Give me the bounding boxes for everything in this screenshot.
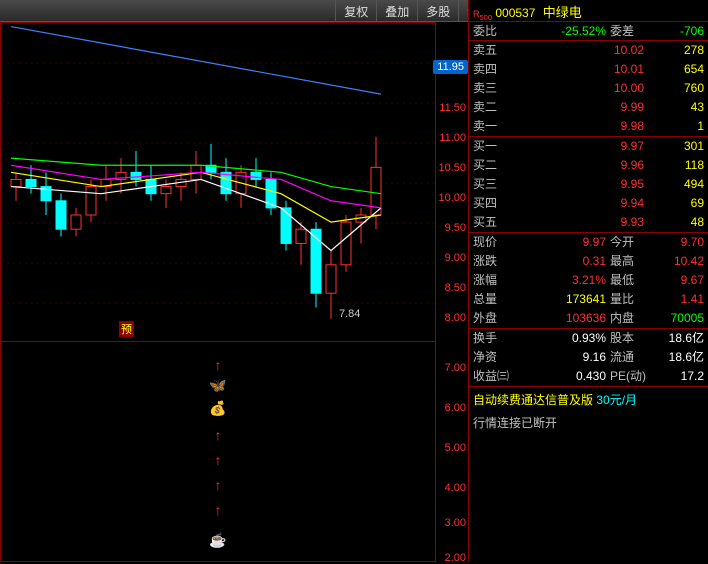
- indicator-icon: 💰: [209, 400, 226, 417]
- indicator-area[interactable]: ↑ 🦋 💰 ↑ ↑ ↑ ↑ ☕: [0, 342, 436, 562]
- orderbook-row: 卖五 10.02 278: [469, 41, 708, 60]
- weicha-label: 委差: [606, 22, 644, 40]
- quote-panel: R500 000537 中绿电 委比 -25.52% 委差 -706 卖五 10…: [468, 0, 708, 562]
- orderbook-row: 买四 9.94 69: [469, 194, 708, 213]
- quote-row: 收益㈢ 0.430 PE(动) 17.2: [469, 367, 708, 386]
- toolbar-复权[interactable]: 复权: [335, 0, 376, 21]
- orderbook-row: 买五 9.93 48: [469, 213, 708, 232]
- indicator-icon: ↑: [215, 452, 222, 468]
- indicator-icon: ↑: [215, 502, 222, 518]
- orderbook-row: 卖四 10.01 654: [469, 60, 708, 79]
- price-tag: 11.95: [433, 60, 468, 74]
- toolbar-叠加[interactable]: 叠加: [376, 0, 417, 21]
- ylabel: 10.00: [438, 192, 466, 204]
- quote-row: 净资 9.16 流通 18.6亿: [469, 348, 708, 367]
- orderbook-row: 卖二 9.99 43: [469, 98, 708, 117]
- quote-row: 总量 173641 量比 1.41: [469, 290, 708, 309]
- ylabel: 11.00: [439, 132, 466, 144]
- quote-row: 换手 0.93% 股本 18.6亿: [469, 329, 708, 348]
- orderbook-row: 买一 9.97 301: [469, 137, 708, 156]
- ylabel: 7.00: [445, 362, 466, 374]
- y-axis: 11.95 11.50 11.00 10.50 10.00 9.50 9.00 8.50 8.…: [436, 22, 468, 562]
- ylabel: 8.00: [445, 312, 466, 324]
- orderbook-row: 买二 9.96 118: [469, 156, 708, 175]
- weibi-value: -25.52%: [513, 22, 606, 40]
- notice-renewal[interactable]: 自动续费通达信普及版 30元/月: [469, 387, 708, 412]
- ylabel: 6.00: [445, 402, 466, 414]
- ylabel: 8.50: [445, 282, 466, 294]
- orderbook-row: 卖一 9.98 1: [469, 117, 708, 136]
- orderbook-row: 买三 9.95 494: [469, 175, 708, 194]
- stock-name: 中绿电: [543, 5, 582, 20]
- indicator-icon: ↑: [215, 427, 222, 443]
- quote-row: 涨幅 3.21% 最低 9.67: [469, 271, 708, 290]
- quote-row: 涨跌 0.31 最高 10.42: [469, 252, 708, 271]
- candlestick-chart: [1, 23, 437, 343]
- indicator-icon: 🦋: [209, 377, 226, 394]
- weibi-label: 委比: [473, 22, 513, 40]
- ylabel: 4.00: [445, 482, 466, 494]
- weibi-row: 委比 -25.52% 委差 -706: [469, 22, 708, 41]
- indicator-icon: ↑: [215, 357, 222, 373]
- ylabel: 5.00: [445, 442, 466, 454]
- r-badge: R500: [473, 9, 492, 19]
- quote-row: 外盘 103636 内盘 70005: [469, 309, 708, 328]
- stock-code: 000537: [495, 6, 535, 20]
- weicha-value: -706: [644, 22, 704, 40]
- ylabel: 11.50: [439, 102, 466, 114]
- anno-low-price: 7.84: [339, 308, 360, 320]
- ylabel: 9.50: [445, 222, 466, 234]
- ylabel: 3.00: [445, 517, 466, 529]
- ylabel: 2.00: [445, 552, 466, 564]
- left-panel: 预 7.84 ↑ 🦋 💰 ↑ ↑ ↑ ↑ ☕ 11.95 11.50 11.00 10.50 10.…: [0, 22, 468, 562]
- orderbook-row: 卖三 10.00 760: [469, 79, 708, 98]
- anno-pre: 预: [119, 321, 134, 337]
- chart-area[interactable]: 预 7.84: [0, 22, 436, 342]
- toolbar-多股[interactable]: 多股: [417, 0, 458, 21]
- quote-row: 现价 9.97 今开 9.70: [469, 233, 708, 252]
- indicator-icon: ☕: [209, 532, 226, 549]
- ylabel: 10.50: [438, 162, 466, 174]
- notice-disconnect: 行情连接已断开: [469, 412, 708, 433]
- indicator-icon: ↑: [215, 477, 222, 493]
- ylabel: 9.00: [445, 252, 466, 264]
- stock-header[interactable]: R500 000537 中绿电: [469, 0, 708, 22]
